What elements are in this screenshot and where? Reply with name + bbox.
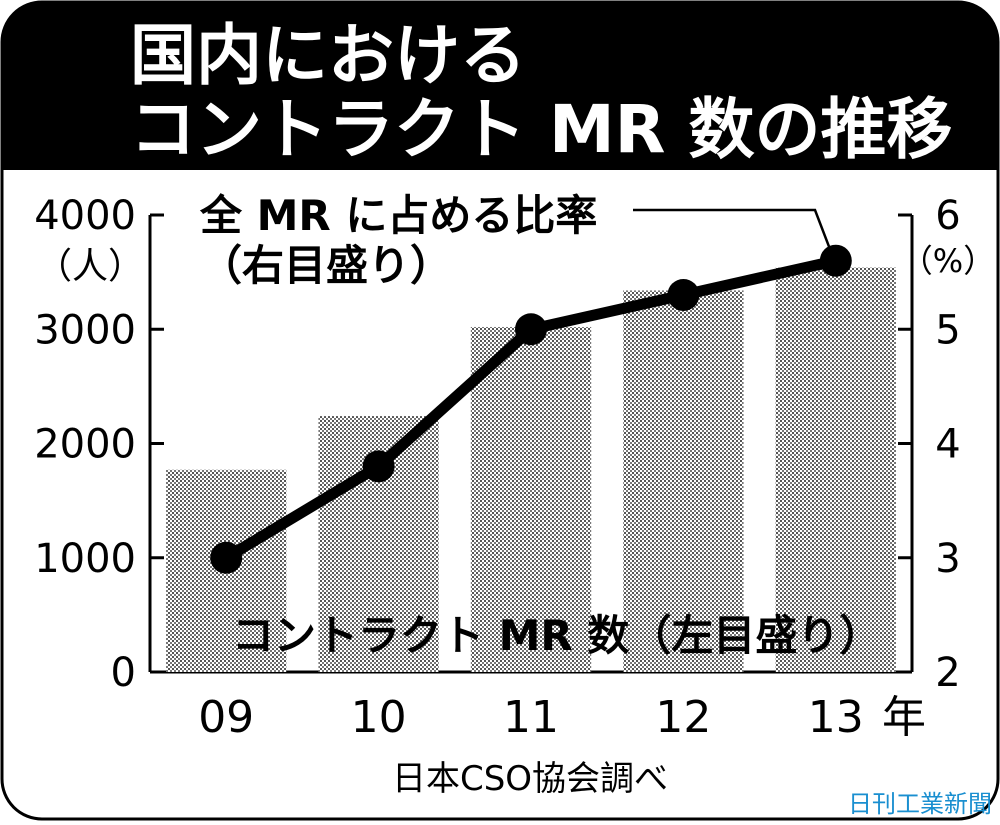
ratio-point-11 [515,313,547,346]
line-series [210,244,852,574]
credit-text: 日刊工業新聞 [848,790,992,818]
bar-series [166,267,896,672]
line-label-leader [633,208,831,250]
x-axis-labels: 09 10 11 12 13 [198,692,864,743]
left-tick-label: 1000 [34,536,136,582]
left-tick-label: 0 [111,650,136,696]
ratio-point-09 [210,541,243,574]
x-tick-label: 11 [503,692,559,743]
left-tick-label: 4000 [34,193,136,239]
right-tick-label: 6 [935,193,960,239]
right-axis-ticks: 2 3 4 5 6 [898,193,961,696]
right-axis-unit: （%） [901,242,995,280]
header-bar [2,2,998,170]
left-axis-unit: （人） [36,246,144,287]
line-series-label-sub: （右目盛り） [200,241,452,290]
x-tick-label: 12 [655,692,711,743]
bar-11 [470,326,592,672]
x-tick-label: 10 [351,692,407,743]
left-axis-ticks: 0 1000 2000 3000 4000 [34,193,164,696]
left-tick-label: 3000 [34,307,136,353]
ratio-point-12 [667,278,700,311]
line-series-label: 全 MR に占める比率 [199,191,597,240]
bar-13 [775,267,896,672]
x-axis-unit: 年 [882,692,926,743]
right-tick-label: 5 [935,307,960,353]
source-note: 日本CSO協会調べ [392,759,668,799]
left-tick-label: 2000 [34,422,136,468]
x-tick-label: 09 [198,692,254,743]
ratio-point-10 [362,450,395,483]
title-line-1: 国内における [130,17,526,94]
right-tick-label: 4 [935,422,960,468]
right-tick-label: 3 [935,536,960,582]
x-tick-label: 13 [808,692,864,743]
right-tick-label: 2 [935,650,960,696]
title-line-2: コントラクト MR 数の推移 [130,91,952,168]
bar-12 [623,290,744,672]
ratio-point-13 [819,244,852,277]
bar-series-label: コントラクト MR 数（左目盛り） [232,611,881,660]
